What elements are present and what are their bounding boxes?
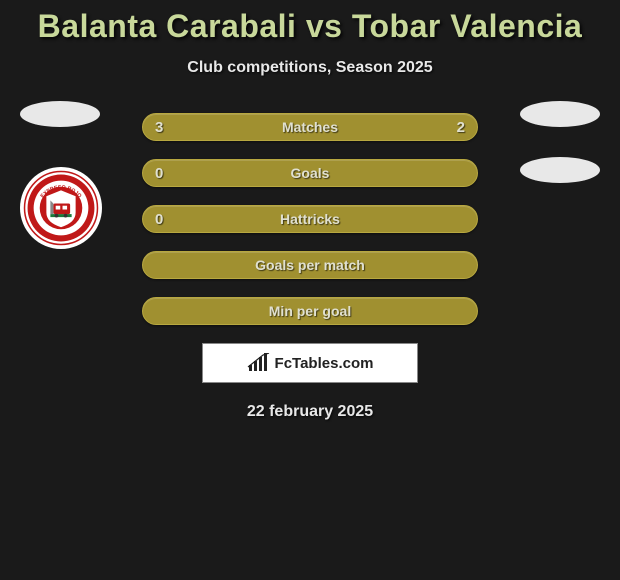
stat-label: Goals bbox=[291, 165, 330, 181]
stat-row: 3 Matches 2 bbox=[142, 113, 478, 141]
stat-label: Goals per match bbox=[255, 257, 365, 273]
comparison-content: EXPRESO ROJO FUSAGASUGÁ 3Matches20Goals0… bbox=[0, 113, 620, 421]
page-title: Balanta Carabali vs Tobar Valencia bbox=[0, 0, 620, 45]
stat-label: Hattricks bbox=[280, 211, 340, 227]
stat-row: Min per goal bbox=[142, 297, 478, 325]
stat-value-left: 3 bbox=[155, 119, 163, 136]
player-right-avatar-placeholder bbox=[520, 101, 600, 127]
stat-value-left: 0 bbox=[155, 165, 163, 182]
bar-chart-icon bbox=[247, 353, 271, 373]
stat-row: Goals per match bbox=[142, 251, 478, 279]
stat-label: Min per goal bbox=[269, 303, 351, 319]
page-subtitle: Club competitions, Season 2025 bbox=[0, 59, 620, 77]
stat-bars: 3 Matches 2 0 Goals 0 Hattricks Goals per match… bbox=[142, 113, 478, 325]
brand-text: FcTables.com bbox=[275, 355, 374, 372]
club-badge-icon: EXPRESO ROJO FUSAGASUGÁ bbox=[23, 170, 99, 246]
player-left-avatar-placeholder bbox=[20, 101, 100, 127]
stat-row: 0 Hattricks bbox=[142, 205, 478, 233]
brand-box: FcTables.com bbox=[202, 343, 418, 383]
date-line: 22 february 2025 bbox=[0, 403, 620, 421]
stat-value-left: 0 bbox=[155, 211, 163, 228]
club-right-badge-placeholder bbox=[520, 157, 600, 183]
stat-label: Matches bbox=[282, 119, 338, 135]
stat-row: 0 Goals bbox=[142, 159, 478, 187]
stat-value-right: 2 bbox=[457, 119, 465, 136]
club-left-badge: EXPRESO ROJO FUSAGASUGÁ bbox=[20, 167, 102, 249]
